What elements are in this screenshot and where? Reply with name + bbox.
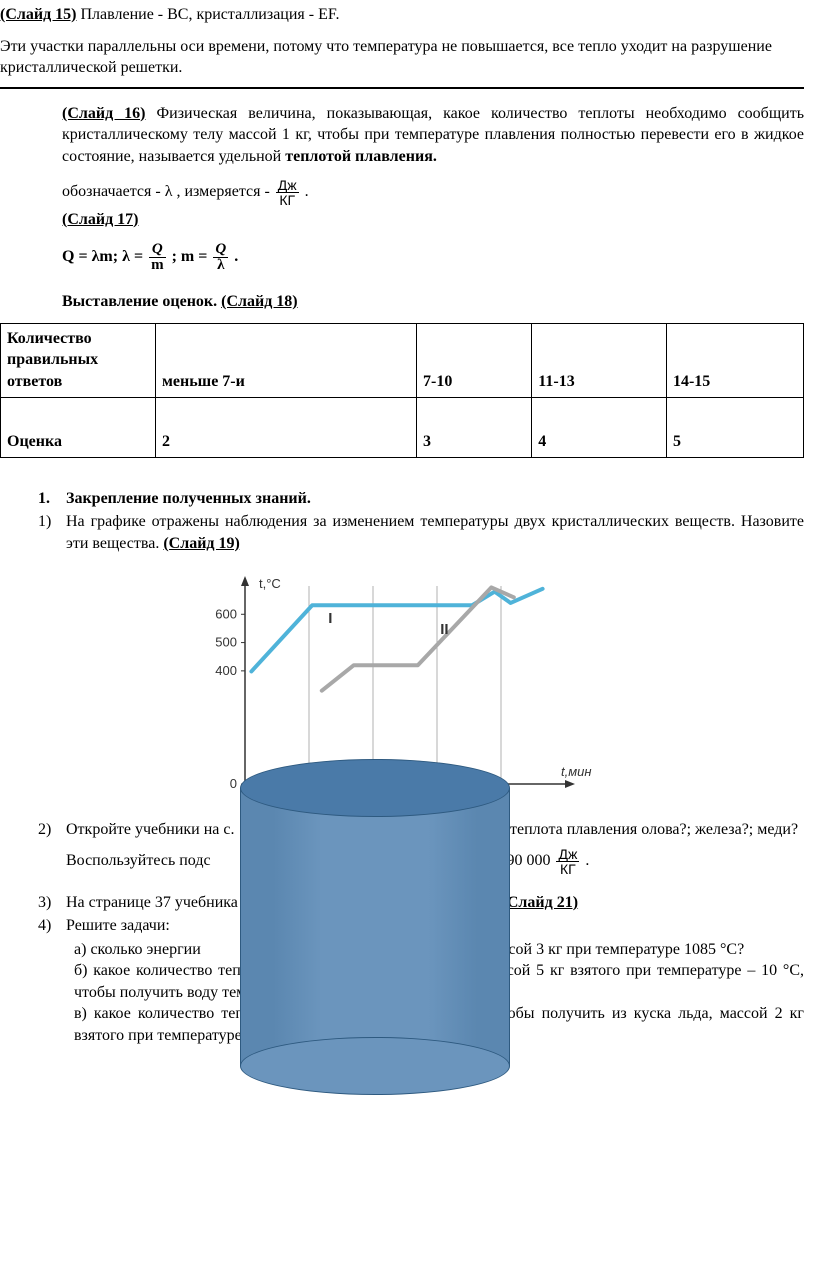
section-1-heading: 1. Закрепление полученных знаний. bbox=[38, 488, 804, 510]
svg-text:0: 0 bbox=[230, 776, 237, 791]
cylinder-shape bbox=[240, 759, 510, 1094]
slide-16-line2: обозначается - λ , измеряется - Дж КГ . bbox=[62, 178, 804, 207]
svg-text:400: 400 bbox=[215, 663, 237, 678]
frac-q-lambda: Q λ bbox=[213, 242, 228, 273]
svg-text:II: II bbox=[440, 621, 448, 638]
slide-18-ref: (Слайд 18) bbox=[221, 293, 298, 310]
slide-17-equation: Q = λm; λ = Q m ; m = Q λ . bbox=[62, 242, 804, 273]
table-row: Оценка 2 3 4 5 bbox=[1, 397, 804, 457]
slide-19-ref: (Слайд 19) bbox=[163, 535, 240, 552]
slide-16-line2-b: . bbox=[305, 183, 309, 200]
slide-17-ref: (Слайд 17) bbox=[62, 211, 139, 228]
svg-text:t,°С: t,°С bbox=[259, 576, 281, 591]
divider bbox=[0, 87, 804, 89]
grades-heading: Выставление оценок. (Слайд 18) bbox=[62, 291, 804, 313]
svg-text:600: 600 bbox=[215, 607, 237, 622]
unit-frac-1: Дж КГ bbox=[276, 178, 299, 207]
frac-q-m: Q m bbox=[149, 242, 166, 273]
slide-16-ref: (Слайд 16) bbox=[62, 105, 146, 122]
slide-15-text: Плавление - ВС, кристаллизация - ЕF. bbox=[77, 6, 340, 23]
intro-para-2: Эти участки параллельны оси времени, пот… bbox=[0, 36, 804, 79]
svg-text:I: I bbox=[328, 610, 332, 627]
slide-16-para: (Слайд 16) Физическая величина, показыва… bbox=[62, 103, 804, 168]
list-item-1: 1) На графике отражены наблюдения за изм… bbox=[38, 511, 804, 554]
slide-17-ref-line: (Слайд 17) bbox=[62, 209, 804, 231]
table-row: Количество правильных ответов меньше 7-и… bbox=[1, 323, 804, 397]
slide-15-line: (Слайд 15) Плавление - ВС, кристаллизаци… bbox=[0, 4, 804, 26]
grades-table: Количество правильных ответов меньше 7-и… bbox=[0, 323, 804, 458]
unit-frac-3: Дж КГ bbox=[556, 847, 579, 876]
slide-15-ref: (Слайд 15) bbox=[0, 6, 77, 23]
slide-21-ref: (Слайд 21) bbox=[502, 894, 579, 911]
svg-text:t,мин: t,мин bbox=[561, 764, 592, 779]
slide-16-line2-a: обозначается - λ , измеряется - bbox=[62, 183, 274, 200]
svg-text:500: 500 bbox=[215, 635, 237, 650]
slide-16-text-b: теплотой плавления. bbox=[285, 148, 437, 165]
